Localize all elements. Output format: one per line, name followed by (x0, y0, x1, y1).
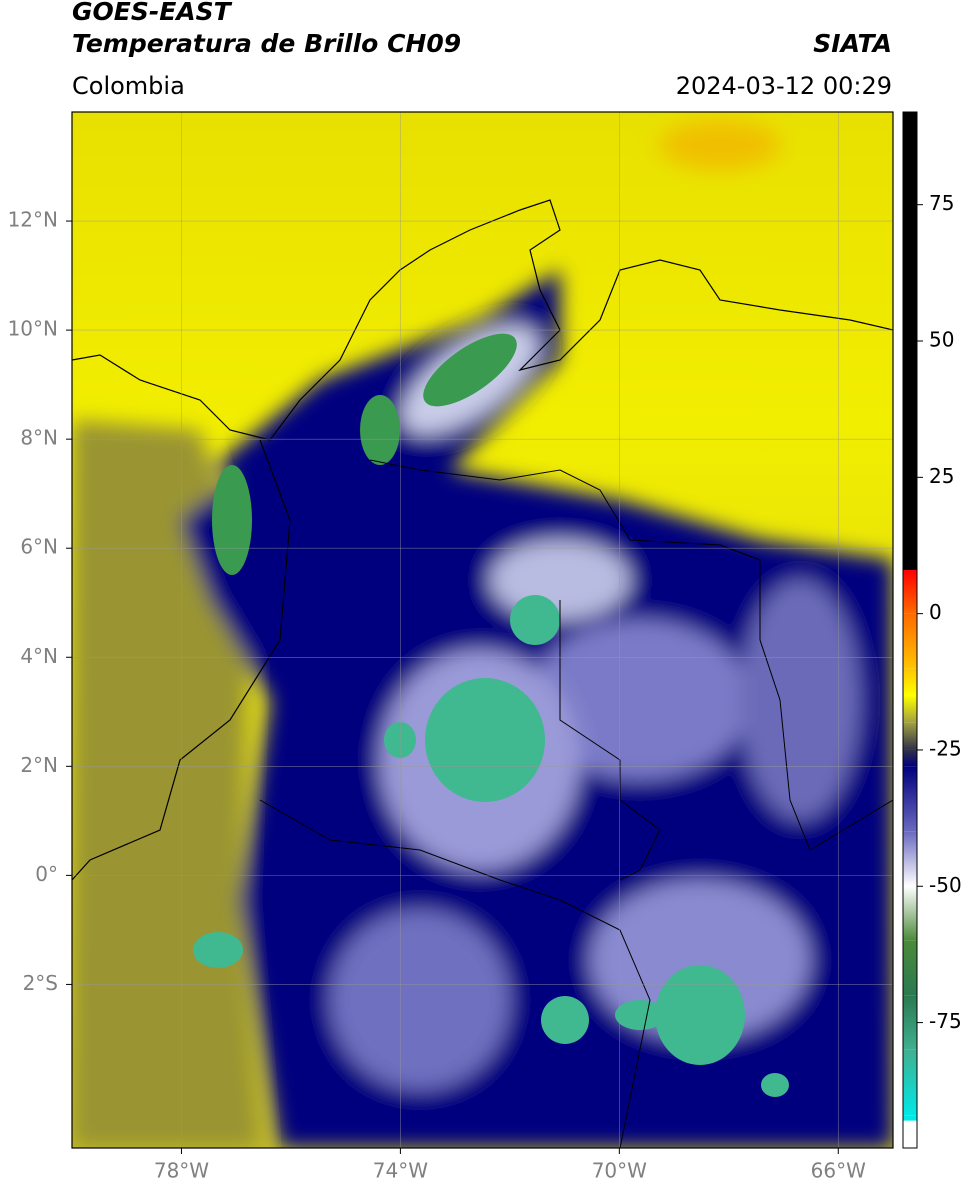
colorbar-tick-label: -25 (929, 736, 962, 760)
colorbar-segment (903, 668, 917, 696)
region-label: Colombia (72, 72, 185, 100)
colorbar-segment (903, 995, 917, 1050)
y-tick-label: 6°N (20, 535, 58, 559)
colorbar-segment (903, 570, 917, 614)
agency-title: SIATA (813, 29, 892, 58)
y-tick-label: 2°N (20, 753, 58, 777)
colorbar-tick-label: 0 (929, 600, 942, 624)
x-tick-label: 78°W (154, 1159, 209, 1183)
colorbar-segment (903, 940, 917, 996)
colorbar-tick-label: 25 (929, 464, 954, 488)
colorbar-tick-label: -50 (929, 873, 962, 897)
colorbar-tick-label: 50 (929, 328, 954, 352)
datetime-label: 2024-03-12 00:29 (676, 72, 892, 100)
colorbar-tick-label: 75 (929, 191, 954, 215)
y-tick-label: 12°N (8, 208, 58, 232)
colorbar-frame (902, 111, 918, 1149)
map-frame (71, 111, 894, 1149)
satellite-image (72, 112, 893, 1148)
colorbar-tick-label: -75 (929, 1009, 962, 1033)
x-tick-label: 66°W (811, 1159, 866, 1183)
y-tick-label: 10°N (8, 317, 58, 341)
product-title: Temperatura de Brillo CH09 (72, 29, 461, 58)
colorbar-segment (903, 722, 917, 750)
colorbar-segment (903, 886, 917, 941)
colorbar-segment (903, 749, 917, 767)
colorbar-segment (903, 1120, 917, 1148)
colorbar-segment (903, 766, 917, 832)
colorbar-segment (903, 1049, 917, 1116)
x-tick-label: 74°W (373, 1159, 428, 1183)
colorbar-segment (903, 831, 917, 887)
source-title: GOES-EAST (72, 0, 233, 26)
colorbar-segment (903, 112, 917, 571)
y-tick-label: 2°S (23, 971, 58, 995)
colorbar-segment (903, 1115, 917, 1121)
y-tick-label: 8°N (20, 426, 58, 450)
x-tick-label: 70°W (592, 1159, 647, 1183)
y-tick-label: 4°N (20, 644, 58, 668)
y-tick-label: 0° (35, 862, 58, 886)
colorbar-segment (903, 613, 917, 669)
colorbar-segment (903, 695, 917, 723)
